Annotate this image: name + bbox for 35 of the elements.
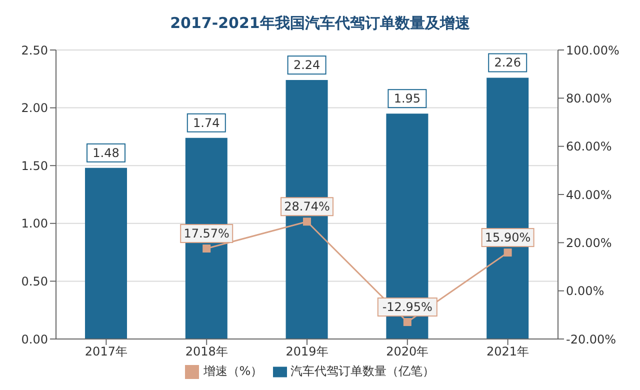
point — [403, 318, 412, 326]
data-label: 2.26 — [494, 56, 521, 70]
y-tick-label: 2.00 — [21, 101, 48, 116]
legend-label: 增速（%） — [203, 364, 263, 378]
y-tick-label: 0.00 — [21, 332, 48, 346]
data-label: -12.95% — [382, 300, 432, 314]
y2-tick-label: 80.00% — [566, 91, 612, 106]
x-tick-label: 2018年 — [185, 344, 228, 359]
x-tick-label: 2021年 — [486, 344, 530, 359]
y2-tick-label: 100.00% — [566, 43, 620, 58]
data-label: 1.74 — [193, 116, 220, 130]
data-label: 17.57% — [184, 226, 230, 241]
point — [303, 218, 311, 226]
data-label: 15.90% — [484, 230, 531, 245]
x-tick-label: 2017年 — [84, 344, 128, 359]
bar — [85, 168, 127, 339]
y2-tick-label: 40.00% — [566, 188, 612, 202]
y-tick-label: 2.50 — [21, 43, 48, 58]
point — [202, 244, 211, 253]
data-label: 1.48 — [92, 146, 120, 160]
data-label: 28.74% — [284, 200, 330, 214]
y2-tick-label: 0.00% — [566, 284, 604, 298]
y2-tick-label: -20.00% — [566, 332, 616, 346]
x-tick-label: 2019年 — [286, 344, 328, 359]
y-tick-label: 1.00 — [21, 216, 48, 231]
y-tick-label: 0.50 — [21, 274, 48, 288]
data-label: 2.24 — [293, 58, 320, 72]
legend-label: 汽车代驾订单数量（亿笔） — [290, 364, 435, 378]
data-label: 1.95 — [394, 92, 421, 106]
chart-title: 2017-2021年我国汽车代驾订单数量及增速 — [169, 13, 471, 34]
x-tick-label: 2020年 — [386, 344, 429, 359]
y2-tick-label: 60.00% — [566, 140, 612, 154]
y-tick-label: 1.50 — [21, 158, 48, 173]
point — [504, 248, 512, 257]
y2-tick-label: 20.00% — [566, 236, 612, 250]
